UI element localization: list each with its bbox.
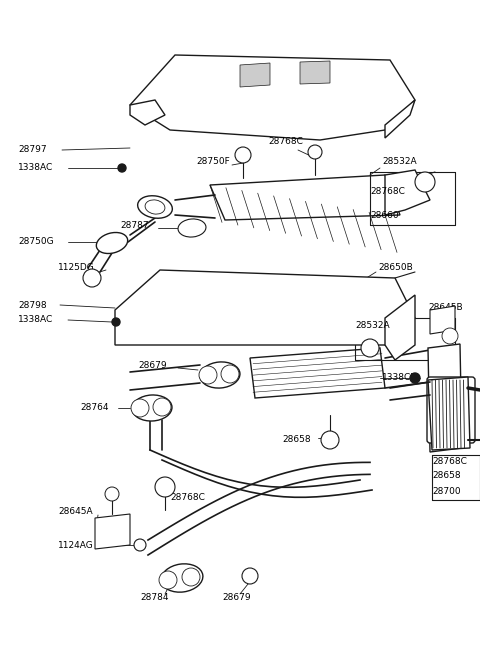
Polygon shape (240, 63, 270, 87)
Polygon shape (430, 306, 455, 334)
Polygon shape (428, 344, 462, 452)
Ellipse shape (138, 196, 172, 218)
Text: 28645A: 28645A (58, 507, 93, 516)
Text: 28645B: 28645B (428, 304, 463, 313)
Text: 28798: 28798 (18, 300, 47, 309)
Polygon shape (130, 55, 415, 140)
Text: 28764: 28764 (80, 403, 108, 413)
Circle shape (235, 147, 251, 163)
Circle shape (415, 172, 435, 192)
Polygon shape (210, 175, 400, 220)
Text: 28768C: 28768C (170, 493, 205, 503)
Text: 28750G: 28750G (18, 237, 54, 246)
Text: 1124AG: 1124AG (58, 541, 94, 549)
Ellipse shape (161, 564, 203, 592)
Circle shape (442, 328, 458, 344)
Text: 28797: 28797 (18, 145, 47, 154)
Ellipse shape (132, 395, 172, 421)
Text: 28532A: 28532A (355, 321, 390, 330)
Text: 28768C: 28768C (268, 137, 303, 147)
Ellipse shape (178, 219, 206, 237)
Circle shape (410, 373, 420, 383)
Text: 28768C: 28768C (432, 457, 467, 466)
Polygon shape (250, 348, 385, 398)
Text: 28658: 28658 (282, 436, 311, 445)
Circle shape (159, 571, 177, 589)
Polygon shape (115, 270, 415, 345)
Text: 28679: 28679 (222, 593, 251, 602)
Text: 28768C: 28768C (370, 187, 405, 196)
Polygon shape (428, 377, 470, 450)
Polygon shape (385, 100, 415, 138)
Circle shape (118, 164, 126, 172)
Text: 28784: 28784 (140, 593, 168, 602)
Polygon shape (300, 61, 330, 84)
Text: 28679: 28679 (138, 361, 167, 369)
Circle shape (155, 477, 175, 497)
Circle shape (182, 568, 200, 586)
Circle shape (112, 318, 120, 326)
Polygon shape (95, 514, 130, 549)
FancyBboxPatch shape (427, 377, 475, 443)
Ellipse shape (145, 200, 165, 214)
Circle shape (105, 487, 119, 501)
Circle shape (153, 398, 171, 416)
Circle shape (361, 339, 379, 357)
Ellipse shape (96, 233, 128, 254)
Polygon shape (130, 100, 165, 125)
Text: 28658: 28658 (432, 472, 461, 480)
Text: 1338AC: 1338AC (18, 164, 53, 173)
Text: 28532A: 28532A (382, 158, 417, 166)
Circle shape (221, 365, 239, 383)
Text: 28660: 28660 (370, 210, 398, 219)
Text: 1125DG: 1125DG (58, 263, 95, 273)
Polygon shape (385, 295, 415, 360)
Text: 28787: 28787 (120, 221, 149, 229)
Circle shape (242, 568, 258, 584)
Text: 28750F: 28750F (196, 158, 230, 166)
Circle shape (308, 145, 322, 159)
Circle shape (83, 269, 101, 287)
Circle shape (131, 399, 149, 417)
Text: 1338AC: 1338AC (18, 315, 53, 325)
Text: 28650B: 28650B (378, 263, 413, 273)
Text: 1338CD: 1338CD (382, 373, 418, 382)
Text: 28700: 28700 (432, 487, 461, 497)
Circle shape (199, 366, 217, 384)
Circle shape (321, 431, 339, 449)
Polygon shape (385, 170, 430, 215)
Circle shape (134, 539, 146, 551)
Ellipse shape (200, 362, 240, 388)
